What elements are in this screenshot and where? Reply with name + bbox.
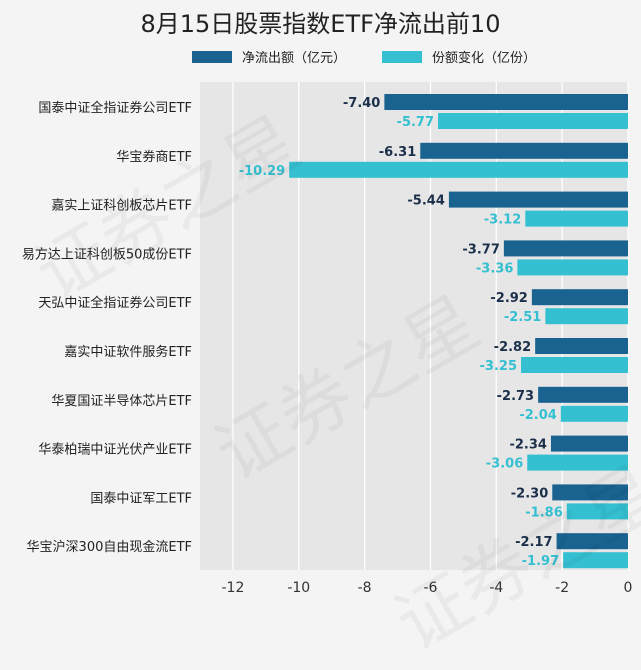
x-tick-label: -12 xyxy=(221,580,244,596)
x-tick-label: 0 xyxy=(624,580,633,596)
x-tick-label: -10 xyxy=(287,580,310,596)
bar xyxy=(563,552,628,569)
x-tick-label: -2 xyxy=(555,580,569,596)
bar xyxy=(438,113,628,129)
bar xyxy=(531,289,628,306)
category-label: 华夏国证半导体芯片ETF xyxy=(51,394,192,409)
bar xyxy=(521,357,628,373)
legend: 净流出额（亿元） 份额变化（亿份） xyxy=(0,47,641,67)
x-tick-label: -6 xyxy=(423,580,437,596)
bar xyxy=(545,308,628,325)
category-label: 华泰柏瑞中证光伏产业ETF xyxy=(38,443,192,458)
data-label: -1.97 xyxy=(522,554,559,569)
data-label: -7.40 xyxy=(343,96,380,111)
data-label: -3.36 xyxy=(476,261,513,276)
category-label: 天弘中证全指证券公司ETF xyxy=(38,295,192,311)
bar xyxy=(384,94,628,110)
category-label: 国泰中证军工ETF xyxy=(90,491,192,506)
data-label: -2.73 xyxy=(497,389,534,404)
bar xyxy=(560,405,628,422)
bar xyxy=(289,161,628,178)
data-label: -1.86 xyxy=(525,505,562,520)
legend-label-net-outflow: 净流出额（亿元） xyxy=(242,51,347,66)
bar xyxy=(517,259,628,276)
legend-item-share-change: 份额变化（亿份） xyxy=(382,47,536,66)
bar xyxy=(556,533,628,550)
data-label: -3.25 xyxy=(480,359,517,374)
data-label: -3.06 xyxy=(486,457,523,472)
data-label: -6.31 xyxy=(379,145,416,160)
bar xyxy=(538,386,628,403)
x-tick-label: -4 xyxy=(489,580,503,596)
x-tick-label: -8 xyxy=(358,580,372,596)
data-label: -5.77 xyxy=(397,115,434,130)
chart-plot: -12 -10 -8 -6 -4 -2 0 国泰中证全指证券公司ETF -7.40 -5.77 华宝… xyxy=(22,82,633,596)
legend-item-net-outflow: 净流出额（亿元） xyxy=(192,47,346,66)
bar xyxy=(503,240,628,257)
data-label: -10.29 xyxy=(239,164,286,179)
legend-swatch-share-change xyxy=(382,50,422,63)
category-label: 嘉实中证软件服务ETF xyxy=(64,344,192,360)
data-label: -5.44 xyxy=(407,194,444,209)
category-label: 国泰中证全指证券公司ETF xyxy=(38,100,192,116)
bar xyxy=(448,191,628,208)
chart-title: 8月15日股票指数ETF净流出前10 xyxy=(140,10,501,38)
bar xyxy=(550,435,628,452)
bar xyxy=(552,484,628,501)
category-label: 华宝沪深300自由现金流ETF xyxy=(27,539,192,555)
bar xyxy=(527,454,628,471)
bar xyxy=(420,142,628,159)
legend-swatch-net-outflow xyxy=(192,50,232,63)
data-label: -2.92 xyxy=(490,291,527,306)
data-label: -2.30 xyxy=(511,486,548,501)
category-label: 嘉实上证科创板芯片ETF xyxy=(51,199,192,214)
category-label: 华宝券商ETF xyxy=(116,149,192,165)
bar xyxy=(566,503,628,520)
category-label: 易方达上证科创板50成份ETF xyxy=(22,246,192,262)
data-label: -2.04 xyxy=(519,408,556,423)
data-label: -2.17 xyxy=(515,535,552,550)
data-label: -3.77 xyxy=(462,242,499,257)
data-label: -2.51 xyxy=(504,310,541,325)
data-label: -2.82 xyxy=(494,340,531,355)
bar xyxy=(535,338,628,354)
data-label: -2.34 xyxy=(509,438,546,453)
legend-label-share-change: 份额变化（亿份） xyxy=(432,51,537,66)
bar xyxy=(525,210,628,227)
data-label: -3.12 xyxy=(484,213,521,228)
